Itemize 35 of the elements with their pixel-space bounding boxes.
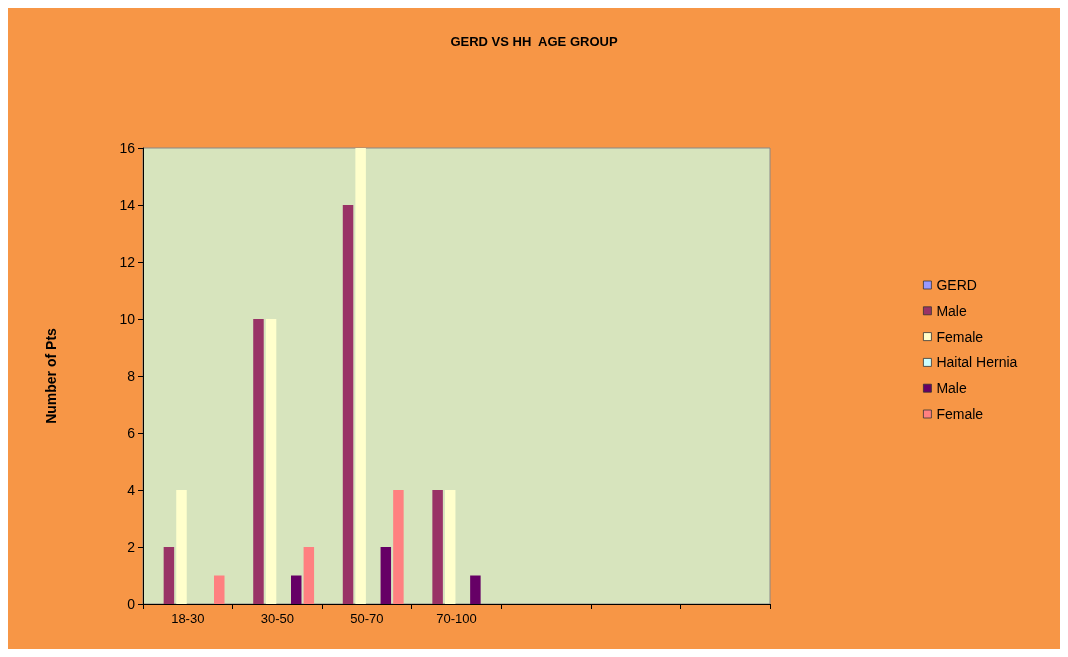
legend-label: Haital Hernia [936, 354, 1018, 371]
y-tick-label: 14 [119, 197, 136, 213]
bar [214, 575, 225, 604]
bar [163, 547, 175, 604]
x-tick-label: 50-70 [350, 611, 384, 626]
y-tick-label: 2 [127, 539, 136, 555]
legend-label: Male [936, 302, 967, 319]
bar [432, 490, 443, 604]
legend-label: Male [936, 380, 967, 397]
legend-label: GERD [936, 277, 977, 293]
y-tick-label: 10 [119, 311, 136, 327]
bar [253, 319, 264, 604]
y-tick-label: 6 [127, 425, 136, 441]
y-tick-label: 8 [127, 368, 136, 384]
legend-label: Female [936, 328, 984, 345]
bar [176, 490, 187, 604]
y-axis-title: Number of Pts [43, 327, 59, 424]
y-tick-label: 12 [119, 254, 136, 270]
y-tick-label: 16 [119, 140, 136, 156]
legend-label: Female [936, 406, 984, 422]
x-tick-label: 18-30 [171, 611, 205, 626]
bar [342, 205, 354, 604]
y-tick-label: 4 [127, 482, 136, 498]
bar [265, 319, 277, 604]
chart-title: GERD VS HH AGE GROUP [450, 34, 618, 49]
y-tick-label: 0 [127, 596, 136, 612]
x-tick-label: 70-100 [436, 611, 477, 626]
bar [470, 575, 481, 604]
bar [444, 490, 456, 604]
bar [393, 490, 404, 604]
bar [380, 547, 392, 604]
x-tick-label: 30-50 [260, 611, 294, 626]
bar [291, 575, 302, 604]
bar [355, 148, 366, 604]
bar [303, 547, 315, 604]
